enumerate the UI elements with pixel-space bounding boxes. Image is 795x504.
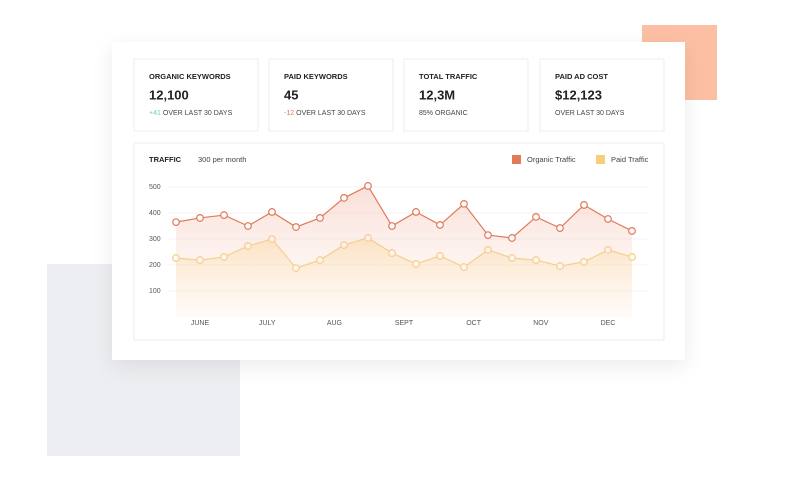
card-note-text: OVER LAST 30 DAYS: [555, 110, 625, 117]
card-note: +41 OVER LAST 30 DAYS: [149, 110, 233, 117]
x-tick-label: JUNE: [191, 320, 210, 327]
x-tick-label: JULY: [259, 320, 276, 327]
series-line: [175, 185, 633, 239]
data-point: [388, 222, 396, 230]
legend-swatch: [596, 155, 605, 164]
card-value: 45: [284, 87, 298, 102]
data-point: [532, 212, 540, 221]
data-point: [412, 208, 420, 216]
card-note-text: OVER LAST 30 DAYS: [163, 110, 233, 117]
card-note: 85% ORGANIC: [419, 110, 468, 117]
stat-card: [133, 58, 259, 132]
data-point: [460, 199, 468, 208]
legend-swatch: [512, 155, 521, 164]
series-area: [176, 185, 632, 317]
x-tick-label: NOV: [533, 320, 549, 327]
legend-label: Paid Traffic: [611, 155, 649, 164]
data-point: [604, 215, 612, 223]
card-note-text: 85% ORGANIC: [419, 110, 468, 117]
y-tick-label: 300: [149, 236, 161, 243]
data-point: [436, 221, 444, 229]
chart-subtitle: 300 per month: [198, 155, 246, 164]
x-tick-label: DEC: [601, 320, 616, 327]
data-point: [268, 208, 276, 216]
data-point: [292, 223, 300, 231]
card-value: 12,100: [149, 87, 189, 102]
x-tick-label: SEPT: [395, 320, 414, 327]
card-title: TOTAL TRAFFIC: [419, 72, 478, 81]
data-point: [364, 182, 372, 190]
data-point: [484, 231, 492, 240]
chart-title: TRAFFIC: [149, 155, 182, 164]
x-tick-label: AUG: [327, 320, 342, 327]
data-point: [508, 234, 516, 242]
y-tick-label: 100: [149, 288, 161, 295]
y-tick-label: 400: [149, 210, 161, 217]
stat-card: [268, 58, 394, 132]
stat-card: [539, 58, 665, 132]
card-title: PAID KEYWORDS: [284, 72, 348, 81]
legend-label: Organic Traffic: [527, 155, 576, 164]
y-tick-label: 200: [149, 262, 161, 269]
data-point: [580, 201, 588, 209]
card-title: PAID AD COST: [555, 72, 608, 81]
card-delta: -12: [284, 110, 294, 117]
data-point: [244, 222, 252, 230]
data-point: [340, 194, 348, 202]
data-point: [220, 211, 228, 219]
y-tick-label: 500: [149, 184, 161, 191]
data-point: [172, 218, 180, 227]
card-title: ORGANIC KEYWORDS: [149, 72, 231, 81]
data-point: [196, 214, 204, 222]
card-note: -12 OVER LAST 30 DAYS: [284, 110, 366, 117]
data-point: [628, 227, 636, 235]
card-note-text: OVER LAST 30 DAYS: [296, 110, 366, 117]
card-value: 12,3M: [419, 87, 455, 102]
card-delta: +41: [149, 110, 161, 117]
data-point: [316, 214, 324, 222]
stat-card: [403, 58, 529, 132]
x-tick-label: OCT: [466, 320, 482, 327]
card-note: OVER LAST 30 DAYS: [555, 110, 625, 117]
card-value: $12,123: [555, 87, 602, 102]
data-point: [556, 224, 564, 232]
